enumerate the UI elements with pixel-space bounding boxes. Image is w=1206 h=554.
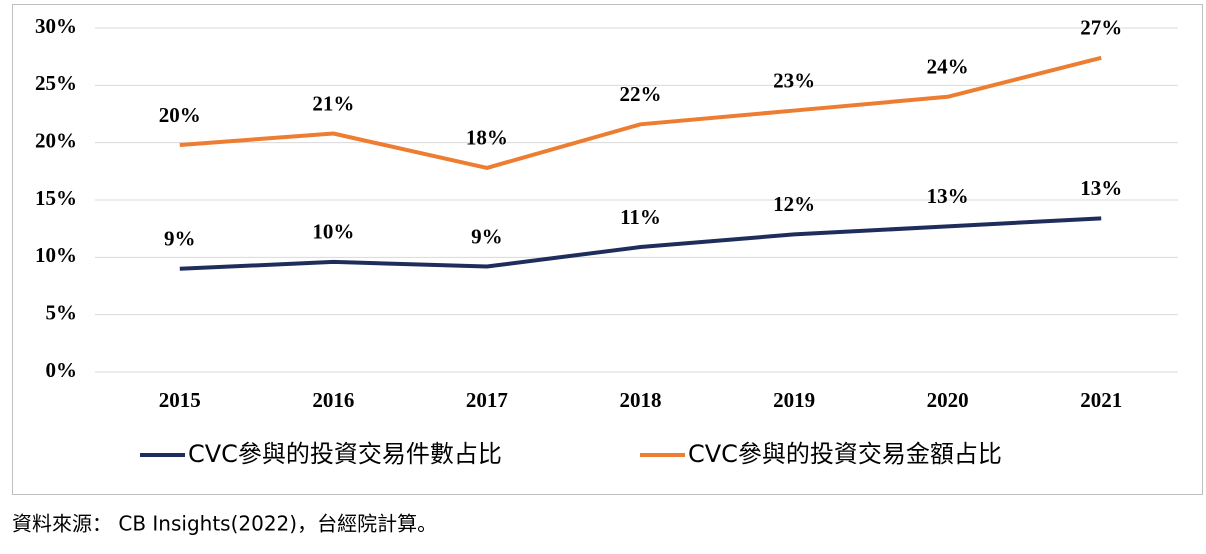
x-tick-label: 2021: [1080, 388, 1122, 412]
legend-label: CVC參與的投資交易件數占比: [188, 440, 502, 468]
y-tick-label: 25%: [35, 71, 77, 95]
data-label: 20%: [159, 103, 201, 127]
data-label: 22%: [620, 82, 662, 106]
data-label: 13%: [927, 184, 969, 208]
y-tick-label: 10%: [35, 243, 77, 267]
x-tick-label: 2019: [773, 388, 815, 412]
data-label: 9%: [471, 224, 503, 248]
data-label: 10%: [312, 220, 354, 244]
x-tick-label: 2016: [312, 388, 354, 412]
data-label: 9%: [164, 227, 196, 251]
data-label: 24%: [927, 55, 969, 79]
x-tick-label: 2017: [466, 388, 508, 412]
x-tick-label: 2015: [159, 388, 201, 412]
source-note: 資料來源： CB Insights(2022)，台經院計算。: [12, 512, 437, 536]
data-label: 18%: [466, 126, 508, 150]
series-line: [179, 216, 1102, 271]
x-tick-label: 2018: [620, 388, 662, 412]
y-tick-label: 5%: [46, 300, 78, 324]
data-label: 27%: [1080, 16, 1122, 40]
data-label: 12%: [773, 192, 815, 216]
y-tick-label: 15%: [35, 186, 77, 210]
y-tick-label: 20%: [35, 128, 77, 152]
data-label: 23%: [773, 68, 815, 92]
series-line: [179, 55, 1102, 170]
y-tick-label: 30%: [35, 14, 77, 38]
data-label: 11%: [620, 205, 661, 229]
x-tick-label: 2020: [927, 388, 969, 412]
data-label: 13%: [1080, 176, 1122, 200]
y-tick-label: 0%: [46, 358, 78, 382]
data-label: 21%: [312, 91, 354, 115]
legend-label: CVC參與的投資交易金額占比: [688, 440, 1002, 468]
